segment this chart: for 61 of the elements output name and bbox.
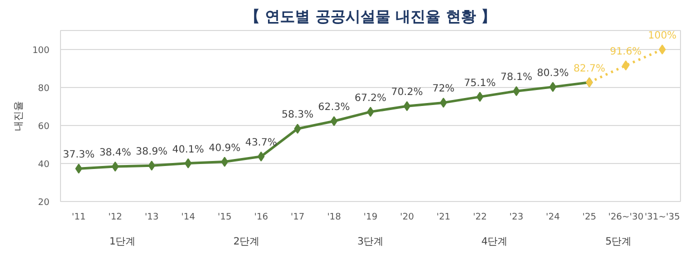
x-tick-label: '15 (218, 212, 232, 222)
x-tick-label: '25 (582, 212, 596, 222)
x-tick-label: '14 (181, 212, 196, 222)
data-label: 67.2% (354, 92, 386, 104)
point (440, 98, 447, 108)
data-label: 82.7% (573, 63, 606, 74)
chart-title: 【 연도별 공공시설물 내진율 현황 】 (244, 8, 496, 26)
point (112, 162, 119, 172)
data-label: 91.6% (610, 46, 642, 58)
data-label: 58.3% (282, 110, 314, 121)
x-tick-label: '20 (400, 212, 414, 222)
data-label: 80.3% (536, 68, 569, 79)
data-label: 70.2% (391, 87, 423, 98)
x-tick-label: '26~'30 (608, 212, 644, 222)
point (221, 156, 228, 167)
data-label: 38.9% (136, 146, 168, 158)
y-tick-label: 60 (38, 122, 50, 132)
point (330, 116, 338, 126)
point (549, 82, 556, 92)
text: 5단계 (605, 236, 632, 248)
x-tick-label: '21 (436, 212, 450, 222)
x-tick-label: '19 (364, 212, 378, 222)
x-tick-label: '31~'35 (644, 212, 680, 222)
data-label: 62.3% (318, 102, 350, 114)
data-label: 78.1% (500, 72, 532, 84)
data-label: 37.3% (62, 150, 95, 161)
text: 2단계 (233, 236, 260, 248)
point (75, 164, 82, 174)
point (258, 151, 265, 162)
data-label: 75.1% (464, 78, 496, 89)
data-label: 100% (648, 30, 677, 42)
point (403, 101, 410, 112)
y-tick-label: 40 (38, 160, 50, 170)
data-label: 72% (432, 84, 455, 95)
text: 4단계 (481, 236, 508, 248)
point (148, 160, 156, 171)
x-tick-label: '22 (472, 212, 487, 222)
text: 3단계 (357, 236, 384, 248)
point (658, 44, 666, 54)
x-tick-label: '23 (509, 212, 524, 222)
x-tick-label: '18 (327, 212, 342, 222)
point (184, 158, 192, 168)
text: 1단계 (109, 236, 136, 248)
point (476, 92, 484, 102)
y-tick-label: 100 (32, 46, 50, 56)
x-tick-label: '17 (290, 212, 305, 222)
x-tick-label: '11 (72, 212, 86, 222)
data-label: 40.1% (172, 144, 204, 156)
x-tick-label: '16 (254, 212, 268, 222)
x-tick-label: '24 (546, 212, 560, 222)
x-tick-label: '12 (108, 212, 122, 222)
y-axis-title: 내진율 (13, 101, 24, 131)
y-tick-label: 80 (38, 84, 50, 94)
point (512, 86, 520, 96)
data-label: 38.4% (99, 148, 132, 159)
data-label: 40.9% (208, 142, 241, 154)
x-tick-label: '13 (144, 212, 159, 222)
point (622, 60, 630, 70)
y-tick-label: 20 (38, 198, 50, 208)
data-label: 43.7% (245, 137, 277, 148)
point (294, 124, 302, 134)
